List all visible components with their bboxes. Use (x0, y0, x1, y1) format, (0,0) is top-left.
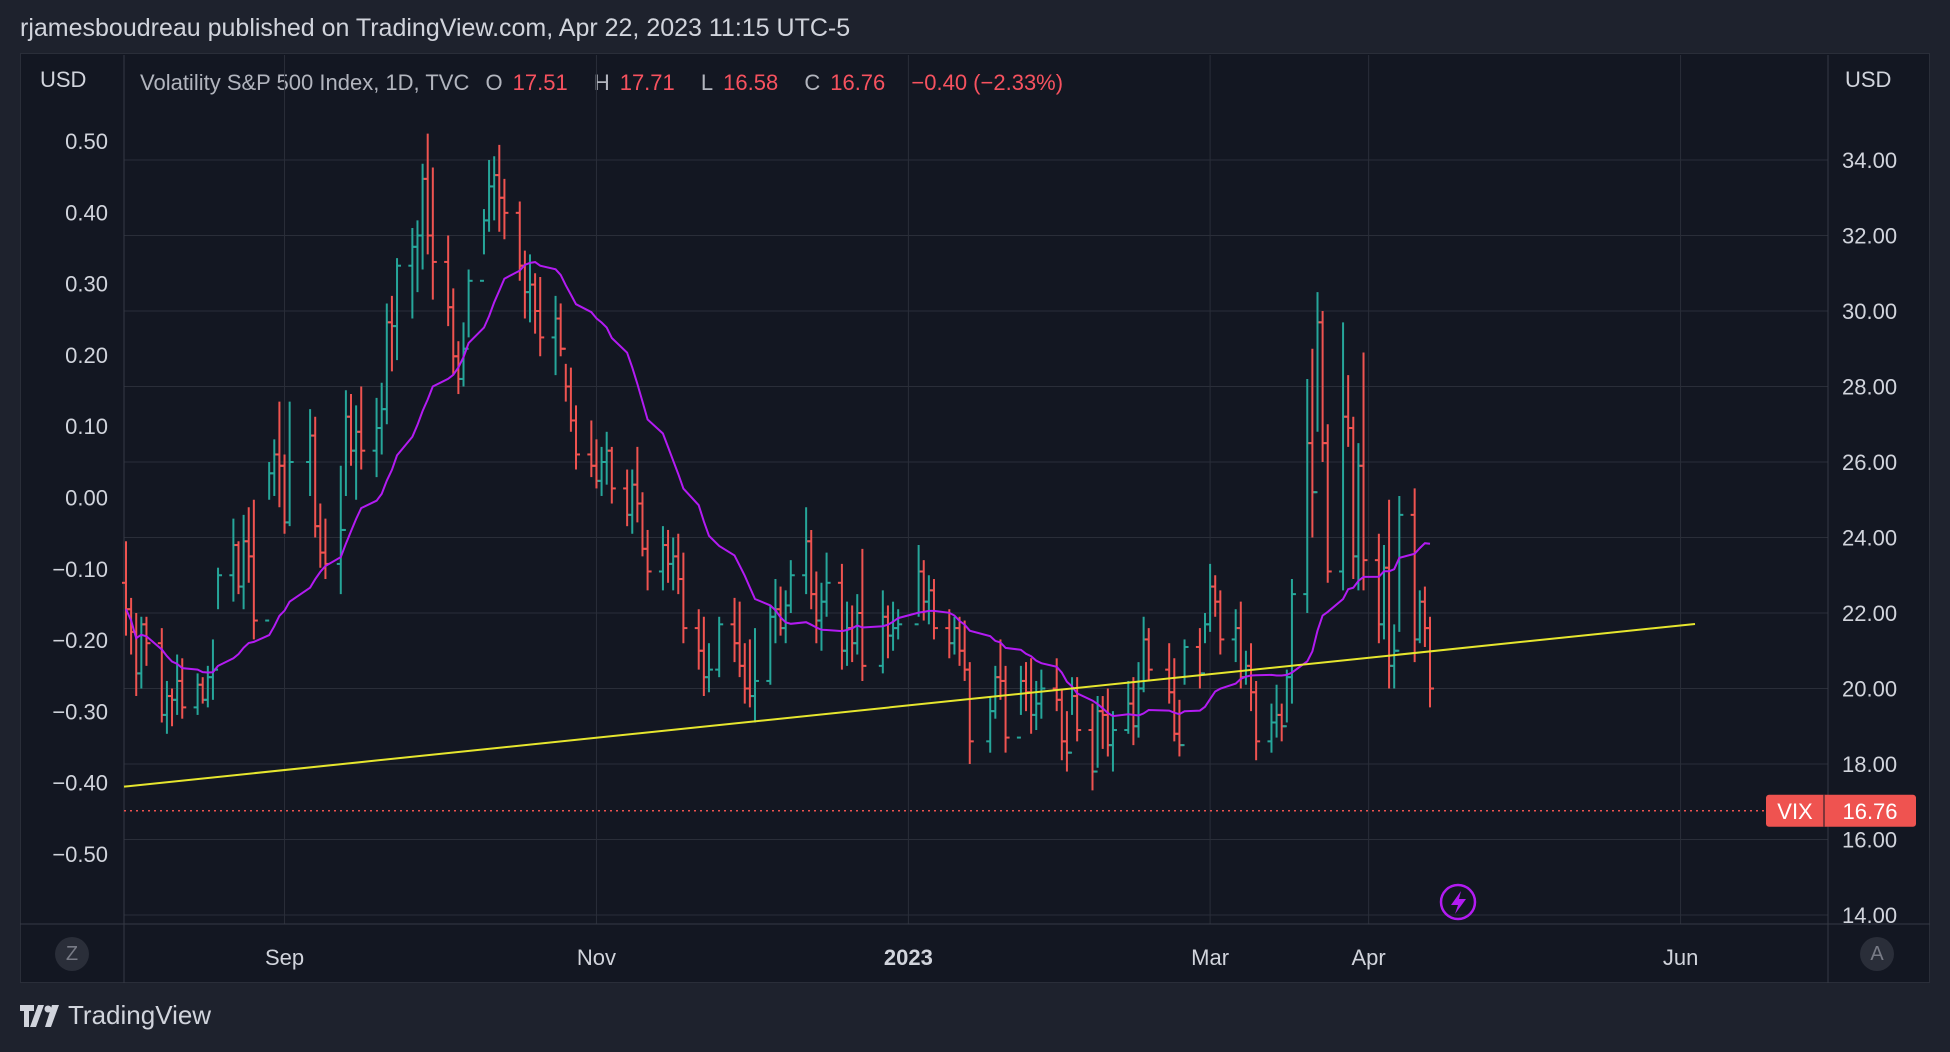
legend-high: 17.71 (619, 70, 675, 95)
footer-brand: TradingView (20, 1000, 211, 1031)
chart-panel[interactable] (20, 53, 1930, 983)
legend-open: 17.51 (512, 70, 568, 95)
legend-close: 16.76 (830, 70, 886, 95)
tradingview-logo-icon (20, 1004, 59, 1027)
auto-scale-button[interactable]: A (1860, 937, 1894, 971)
legend-c-label: C (804, 70, 821, 95)
symbol-legend: Volatility S&P 500 Index, 1D, TVC O 17.51… (140, 70, 1073, 96)
right-axis-unit: USD (1845, 67, 1892, 92)
legend-title: Volatility S&P 500 Index, 1D, TVC (140, 70, 470, 95)
legend-l-label: L (700, 70, 714, 95)
publish-header: rjamesboudreau published on TradingView.… (20, 14, 851, 42)
legend-o-label: O (485, 70, 503, 95)
footer-brand-label: TradingView (68, 1000, 212, 1030)
legend-change: −0.40 (−2.33%) (911, 70, 1064, 95)
left-axis-unit: USD (40, 67, 87, 92)
legend-low: 16.58 (723, 70, 779, 95)
legend-h-label: H (593, 70, 610, 95)
zoom-left-button[interactable]: Z (55, 937, 89, 971)
